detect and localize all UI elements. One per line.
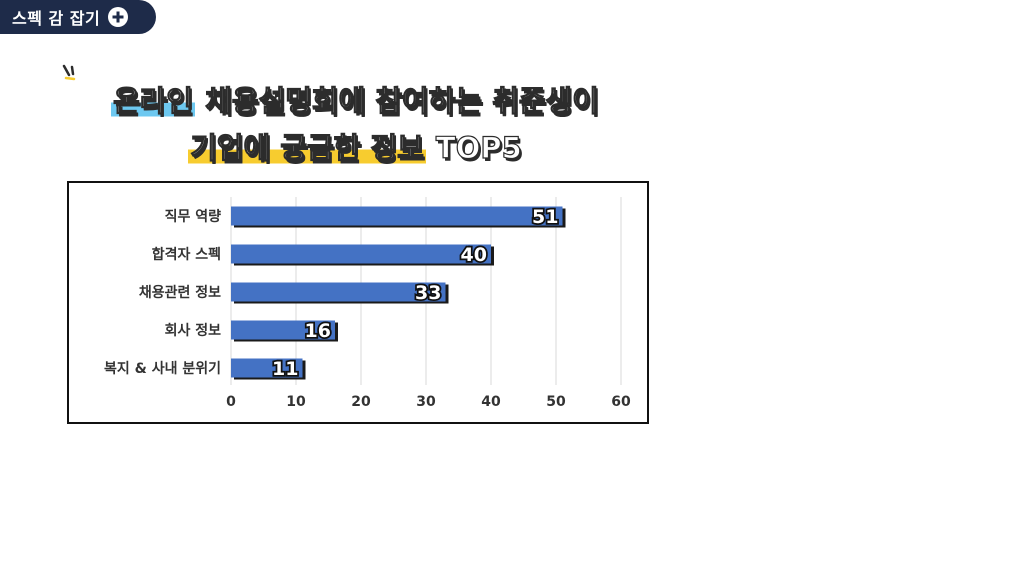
category-label: 회사 정보 xyxy=(165,322,222,339)
bar xyxy=(231,206,563,226)
x-tick-label: 60 xyxy=(611,394,631,410)
headline-text-2: TOP5 xyxy=(425,130,522,165)
x-tick-label: 10 xyxy=(286,394,306,410)
data-label: 11 xyxy=(272,358,298,380)
brand-label: 스펙 감 잡기 xyxy=(12,9,101,28)
plus-circle-icon[interactable] xyxy=(108,7,129,27)
category-label: 복지 & 사내 분위기 xyxy=(104,361,221,377)
brand-tab[interactable]: 스펙 감 잡기 xyxy=(0,0,156,34)
x-tick-label: 30 xyxy=(416,394,436,410)
category-label: 채용관련 정보 xyxy=(139,284,221,301)
headline-highlight-1: 온라인 xyxy=(111,83,196,119)
spark-lines-icon xyxy=(62,64,76,81)
bar xyxy=(231,320,335,340)
bar-chart: 0 10 20 30 40 50 60 직무 역량 51 합격자 스펙 40 채용관련 정보 33 회사 … xyxy=(67,181,649,424)
category-label: 직무 역량 xyxy=(165,208,222,225)
data-label: 16 xyxy=(305,320,331,342)
data-label: 33 xyxy=(415,282,441,304)
x-tick-label: 50 xyxy=(546,394,566,410)
headline-line-2: 기업에 궁금한 정보 TOP5 xyxy=(0,125,710,167)
x-tick-label: 40 xyxy=(481,394,501,410)
headline-text-1: 채용설명회에 참여하는 취준생이 xyxy=(195,83,600,118)
headline-line-1: 온라인 채용설명회에 참여하는 취준생이 xyxy=(0,78,710,120)
bar-chart-svg: 0 10 20 30 40 50 60 직무 역량 51 합격자 스펙 40 채용관련 정보 33 회사 … xyxy=(104,197,631,410)
x-tick-label: 0 xyxy=(226,394,236,410)
category-label: 합격자 스펙 xyxy=(152,246,221,263)
data-label: 51 xyxy=(532,206,558,228)
headline-highlight-2: 기업에 궁금한 정보 xyxy=(188,130,426,166)
data-label: 40 xyxy=(461,244,487,266)
bar xyxy=(231,282,446,302)
x-tick-label: 20 xyxy=(351,394,371,410)
bar xyxy=(231,244,491,264)
bar xyxy=(231,358,303,378)
